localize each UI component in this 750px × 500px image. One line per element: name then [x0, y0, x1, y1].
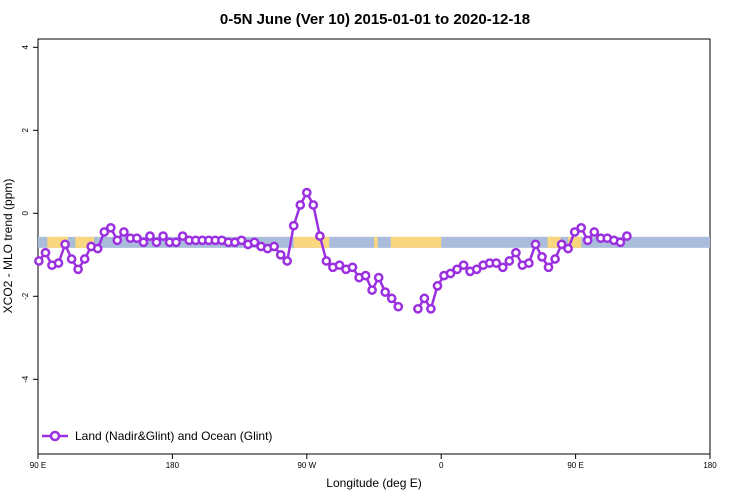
- legend-marker-swatch: [49, 430, 61, 442]
- y-tick-label: 4: [21, 45, 30, 50]
- data-point: [393, 301, 404, 312]
- x-tick-label: 180: [703, 461, 717, 470]
- data-point: [471, 264, 482, 275]
- data-point: [556, 239, 567, 250]
- data-point: [92, 243, 103, 254]
- data-point: [145, 231, 155, 241]
- data-point: [386, 293, 397, 304]
- data-point: [275, 249, 286, 260]
- data-point: [537, 252, 547, 262]
- y-axis-label: XCO2 - MLO trend (ppm): [1, 179, 15, 314]
- x-tick-label: 90 E: [567, 461, 583, 470]
- data-point: [99, 227, 110, 237]
- data-point: [112, 235, 123, 246]
- x-tick-label: 90 E: [30, 461, 46, 470]
- y-tick-label: 2: [21, 128, 30, 133]
- data-point: [40, 247, 51, 258]
- data-point: [576, 222, 587, 233]
- data-point: [138, 237, 149, 248]
- land-band-segment: [75, 236, 94, 248]
- land-band-segment: [547, 236, 561, 248]
- data-point: [615, 237, 626, 248]
- data-point: [497, 262, 508, 273]
- legend-label: Land (Nadir&Glint) and Ocean (Glint): [75, 429, 272, 443]
- data-point: [295, 200, 306, 210]
- data-point: [504, 256, 515, 266]
- data-point: [380, 287, 391, 297]
- data-point: [171, 237, 181, 248]
- data-point: [334, 260, 345, 271]
- y-tick-label: 0: [21, 211, 30, 216]
- data-point: [622, 231, 632, 241]
- data-point: [445, 268, 456, 279]
- data-point: [269, 241, 279, 252]
- x-axis: 90 E 180 90 W 0 90 E 180: [30, 454, 717, 470]
- land-band-segment: [390, 236, 442, 248]
- x-tick-label: 0: [439, 461, 444, 470]
- data-point: [543, 262, 554, 273]
- data-point: [301, 187, 312, 198]
- data-point: [177, 231, 188, 241]
- data-point: [367, 285, 377, 295]
- data-point: [158, 231, 168, 241]
- data-point: [73, 264, 83, 275]
- data-point: [347, 262, 358, 273]
- data-point: [550, 254, 560, 264]
- y-tick-label: -2: [21, 292, 30, 300]
- legend: Land (Nadir&Glint) and Ocean (Glint): [42, 429, 272, 443]
- data-point: [79, 254, 90, 264]
- data-point: [373, 272, 384, 283]
- land-band-segment: [47, 236, 68, 248]
- data-point: [426, 303, 436, 314]
- data-point: [321, 256, 332, 266]
- data-point: [308, 200, 319, 210]
- data-point: [432, 281, 443, 291]
- data-point: [151, 237, 162, 248]
- data-point: [236, 235, 247, 246]
- data-point: [569, 227, 580, 237]
- data-point: [511, 247, 521, 258]
- data-point: [413, 303, 423, 314]
- data-point: [582, 235, 593, 246]
- data-point: [249, 237, 260, 248]
- series-layer: [34, 187, 632, 314]
- land-band-segment: [568, 236, 582, 248]
- data-point: [360, 270, 371, 281]
- data-point: [452, 264, 462, 275]
- y-tick-label: -4: [21, 375, 30, 383]
- surface-band: [38, 236, 710, 248]
- chart-title: 0-5N June (Ver 10) 2015-01-01 to 2020-12…: [220, 11, 530, 28]
- x-axis-label: Longitude (deg E): [326, 476, 421, 490]
- data-point: [60, 239, 70, 250]
- data-point: [288, 220, 299, 231]
- land-band-segment: [374, 236, 378, 248]
- land-band-segment: [293, 236, 330, 248]
- x-tick-label: 90 W: [297, 461, 316, 470]
- data-point: [530, 239, 541, 250]
- data-point: [132, 233, 142, 244]
- data-point: [524, 258, 534, 268]
- data-point: [315, 231, 325, 241]
- data-point: [34, 256, 44, 266]
- data-point: [563, 243, 573, 254]
- data-point: [419, 293, 430, 304]
- data-point: [53, 258, 64, 268]
- data-point: [458, 260, 469, 271]
- data-point: [282, 256, 293, 266]
- data-point: [66, 254, 77, 264]
- data-point: [105, 222, 116, 233]
- data-point: [119, 227, 129, 237]
- x-tick-label: 180: [166, 461, 180, 470]
- y-axis: 4 2 0 -2 -4: [21, 45, 38, 383]
- data-point: [491, 258, 502, 268]
- data-point: [589, 227, 600, 237]
